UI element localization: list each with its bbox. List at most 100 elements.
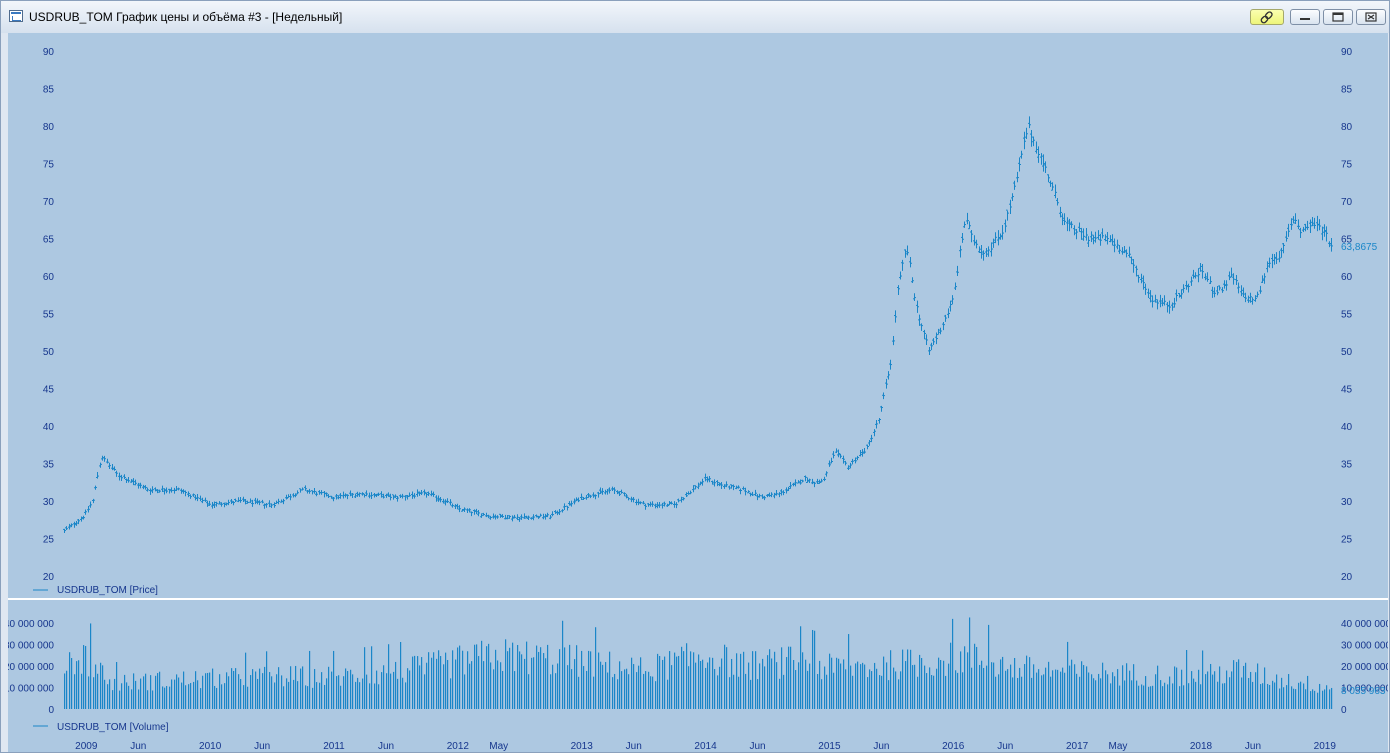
link-button[interactable]: [1250, 9, 1284, 25]
volume-bar: [1057, 669, 1059, 709]
volume-bar: [376, 670, 378, 709]
volume-bar: [621, 671, 623, 709]
maximize-button[interactable]: [1323, 9, 1353, 25]
volume-bar: [1255, 672, 1257, 709]
volume-bar: [459, 645, 461, 709]
volume-bar: [1202, 650, 1204, 709]
price-axis-label-left: 85: [43, 85, 55, 96]
volume-bar: [69, 652, 71, 709]
date-axis-label: 2013: [571, 741, 594, 752]
volume-bar: [95, 664, 97, 709]
volume-bar: [1210, 663, 1212, 709]
volume-bar: [288, 681, 290, 709]
volume-bar: [631, 657, 633, 709]
volume-bar: [1010, 664, 1012, 709]
volume-bar: [640, 657, 642, 709]
price-volume-chart[interactable]: 20 20 25 25 30 30 35 35 40 40 45 45 50 50 55 55 60 60 65 65…: [8, 33, 1388, 752]
volume-bar: [264, 666, 266, 709]
volume-bar: [557, 663, 559, 709]
volume-bar: [638, 665, 640, 709]
volume-bar: [531, 657, 533, 709]
volume-bar: [493, 669, 495, 709]
date-axis-label: Jun: [750, 741, 766, 752]
volume-bar: [1091, 674, 1093, 709]
volume-bar: [338, 675, 340, 709]
volume-bar: [405, 682, 407, 709]
volume-bar: [171, 679, 173, 709]
volume-bar: [540, 647, 542, 709]
volume-bar: [750, 679, 752, 709]
volume-bar: [545, 658, 547, 709]
volume-bar: [369, 683, 371, 709]
volume-bar: [605, 662, 607, 709]
volume-bar: [945, 675, 947, 709]
price-axis-label-left: 40: [43, 422, 55, 433]
volume-bar: [976, 646, 978, 709]
volume-bar: [1079, 676, 1081, 709]
volume-bar: [190, 682, 192, 709]
volume-bar: [850, 665, 852, 709]
volume-bar: [81, 673, 83, 709]
volume-bar: [564, 647, 566, 709]
volume-bar: [1222, 683, 1224, 709]
volume-bar: [771, 658, 773, 709]
volume-bar: [512, 642, 514, 709]
volume-bar: [467, 651, 469, 709]
minimize-icon: [1300, 18, 1310, 20]
volume-bar: [745, 673, 747, 709]
volume-bar: [121, 683, 123, 709]
volume-bar: [762, 658, 764, 709]
volume-bar: [1295, 689, 1297, 709]
volume-bar: [1067, 641, 1069, 709]
volume-bar: [652, 676, 654, 709]
volume-bar: [107, 684, 109, 709]
volume-bar: [85, 646, 87, 709]
volume-bar: [671, 665, 673, 709]
minimize-button[interactable]: [1290, 9, 1320, 25]
date-axis-label: May: [1109, 741, 1128, 752]
volume-axis-label-right: 30 000 000: [1341, 641, 1388, 652]
volume-bar: [962, 672, 964, 709]
volume-bar: [910, 649, 912, 709]
volume-bar: [119, 690, 121, 709]
volume-bar: [283, 686, 285, 709]
volume-bar: [724, 644, 726, 709]
volume-axis-label-left: 40 000 000: [8, 619, 54, 630]
volume-bar: [862, 662, 864, 709]
volume-bar: [331, 671, 333, 709]
volume-axis-label-right: 40 000 000: [1341, 619, 1388, 630]
volume-bar: [869, 669, 871, 709]
volume-bar: [164, 687, 166, 709]
volume-bar: [197, 680, 199, 709]
volume-bar: [876, 668, 878, 709]
volume-bar: [1207, 671, 1209, 709]
volume-legend: USDRUB_TOM [Volume]: [57, 722, 169, 733]
volume-bar: [578, 676, 580, 709]
volume-bar: [933, 675, 935, 709]
volume-bar: [688, 666, 690, 709]
close-button[interactable]: [1356, 9, 1386, 25]
volume-bar: [400, 641, 402, 709]
price-axis-label-right: 35: [1341, 460, 1353, 471]
volume-bar: [193, 681, 195, 709]
volume-bar: [138, 689, 140, 709]
volume-bar: [428, 652, 430, 709]
volume-bar: [700, 661, 702, 709]
volume-bar: [1317, 692, 1319, 709]
volume-bar: [938, 657, 940, 709]
volume-bar: [166, 686, 168, 709]
date-axis-label: Jun: [378, 741, 394, 752]
date-axis-label: 2018: [1190, 741, 1213, 752]
volume-bar: [1224, 683, 1226, 709]
volume-bar: [817, 673, 819, 709]
volume-bar: [543, 653, 545, 709]
title-bar[interactable]: USDRUB_TOM График цены и объёма #3 - [Не…: [1, 1, 1389, 33]
volume-bar: [974, 643, 976, 709]
volume-bar: [1060, 671, 1062, 709]
volume-bar: [300, 668, 302, 709]
chart-area[interactable]: 20 20 25 25 30 30 35 35 40 40 45 45 50 50 55 55 60 60 65 65…: [8, 33, 1388, 752]
volume-bar: [567, 665, 569, 709]
volume-bar: [1312, 689, 1314, 709]
volume-bar: [929, 667, 931, 709]
volume-bar: [759, 663, 761, 709]
